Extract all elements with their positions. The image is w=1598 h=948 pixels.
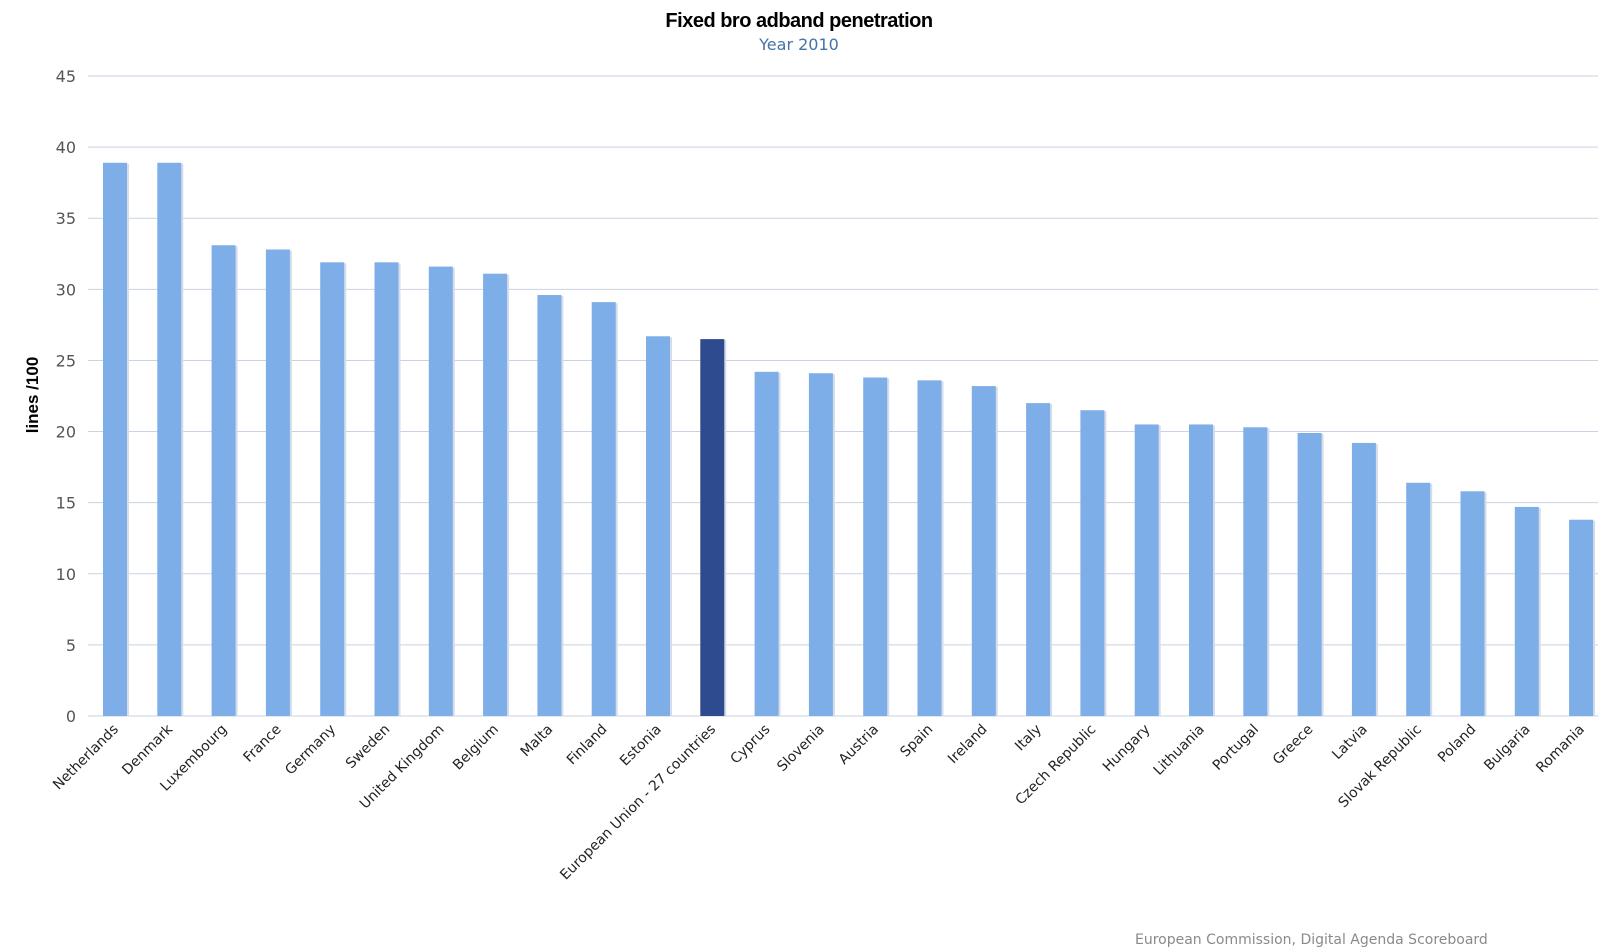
bar-slovak-republic — [1406, 482, 1431, 716]
bar-spain — [917, 380, 942, 716]
bar-france — [265, 249, 290, 716]
bar-czech-republic — [1080, 410, 1105, 716]
x-tick-label: Netherlands — [50, 722, 122, 794]
credit-text: European Commission, Digital Agenda Scor… — [1135, 932, 1488, 948]
bar-luxembourg — [211, 245, 236, 716]
chart-subtitle: Year 2010 — [758, 35, 839, 54]
bar-sweden — [374, 262, 399, 716]
bar-european-union-27-countries — [700, 339, 725, 716]
x-tick-label: Italy — [1012, 722, 1045, 755]
bar-latvia — [1351, 442, 1376, 716]
x-tick-label: Malta — [518, 722, 557, 761]
chart-title: Fixed bro adband penetration — [665, 10, 932, 32]
bar-estonia — [646, 336, 670, 716]
y-tick-label: 35 — [56, 209, 76, 228]
bar-slovenia — [808, 373, 833, 716]
bar-netherlands — [103, 162, 127, 716]
y-tick-label: 40 — [56, 138, 76, 157]
x-tick-label: Austria — [836, 722, 882, 768]
x-tick-label: Lithuania — [1151, 722, 1208, 779]
x-tick-label: Denmark — [119, 721, 176, 778]
x-tick-label: Poland — [1435, 722, 1479, 766]
bar-portugal — [1243, 427, 1268, 716]
x-tick-label: Germany — [282, 722, 339, 779]
y-tick-label: 15 — [56, 494, 76, 513]
x-tick-label: Hungary — [1100, 722, 1154, 776]
bar-denmark — [157, 162, 182, 716]
x-tick-label: Belgium — [450, 722, 502, 774]
x-tick-label: Portugal — [1210, 722, 1262, 774]
bar-united-kingdom — [428, 266, 453, 716]
bar-malta — [537, 295, 562, 716]
bar-finland — [591, 302, 616, 716]
x-tick-label: Greece — [1270, 722, 1317, 769]
bar-cyprus — [754, 371, 779, 716]
bar-poland — [1460, 491, 1485, 716]
y-tick-label: 5 — [66, 636, 76, 655]
bar-germany — [320, 262, 345, 716]
bar-italy — [1026, 403, 1051, 716]
x-tick-label: Latvia — [1329, 722, 1370, 763]
x-tick-label: Slovenia — [774, 722, 827, 775]
y-tick-label: 20 — [56, 423, 76, 442]
x-tick-label: Finland — [564, 722, 611, 769]
x-tick-label: France — [240, 722, 284, 766]
bars — [103, 162, 1596, 716]
x-tick-label: Sweden — [343, 722, 393, 772]
bar-hungary — [1134, 424, 1159, 716]
bar-lithuania — [1189, 424, 1213, 716]
bar-bulgaria — [1514, 506, 1539, 716]
bar-austria — [863, 377, 888, 716]
bar-belgium — [483, 273, 508, 716]
bar-romania — [1569, 519, 1594, 716]
bar-greece — [1297, 432, 1322, 716]
x-tick-label: Romania — [1533, 722, 1588, 777]
y-tick-label: 45 — [56, 67, 76, 86]
x-tick-label: Bulgaria — [1481, 722, 1533, 774]
x-tick-label: Spain — [897, 722, 936, 761]
x-tick-label: Ireland — [945, 722, 991, 768]
x-tick-label: Estonia — [617, 722, 665, 770]
y-tick-label: 25 — [56, 351, 76, 370]
y-tick-label: 0 — [66, 707, 76, 726]
bar-ireland — [971, 386, 996, 716]
y-tick-label: 30 — [56, 280, 76, 299]
y-tick-label: 10 — [56, 565, 76, 584]
x-tick-label: Cyprus — [728, 722, 774, 768]
y-axis-label: lines /100 — [23, 357, 42, 434]
y-axis-ticks: 0 5 10 15 20 25 30 35 40 45 — [56, 67, 76, 726]
